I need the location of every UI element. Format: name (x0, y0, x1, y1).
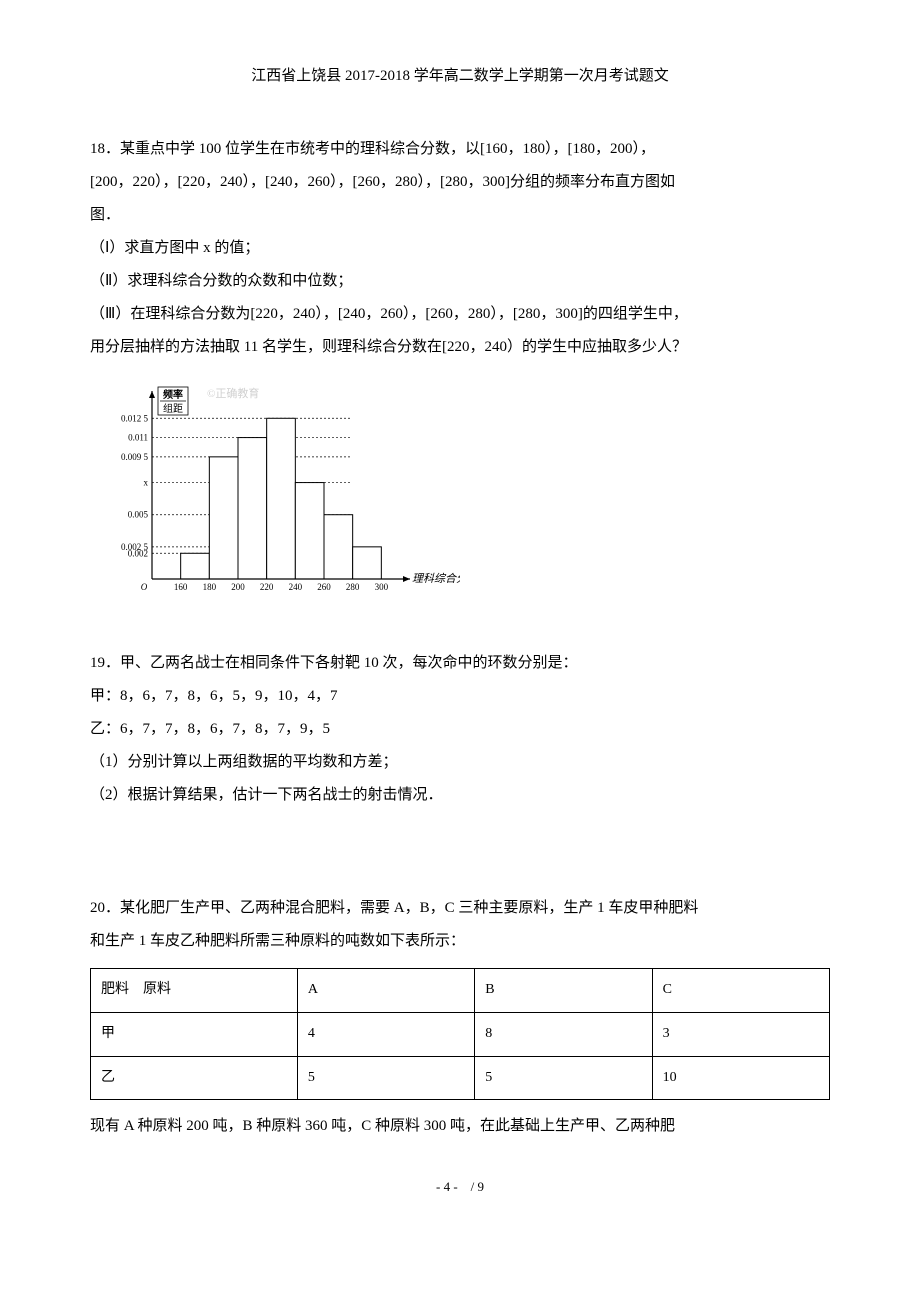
table-cell: 甲 (91, 1012, 298, 1056)
svg-text:频率: 频率 (163, 388, 183, 401)
svg-text:组距: 组距 (163, 402, 183, 415)
table-cell: 4 (297, 1012, 474, 1056)
table-header-cell: C (652, 969, 829, 1013)
table-cell: 10 (652, 1056, 829, 1100)
q18-line4: （Ⅰ）求直方图中 x 的值； (90, 232, 830, 265)
q18-line7: 用分层抽样的方法抽取 11 名学生，则理科综合分数在[220，240）的学生中应… (90, 331, 830, 364)
svg-text:O: O (141, 582, 148, 592)
q18-line2: [200，220），[220，240），[240，260），[260，280），… (90, 166, 830, 199)
svg-text:0.011: 0.011 (128, 433, 148, 443)
materials-table: 肥料 原料ABC甲483乙5510 (90, 968, 830, 1100)
table-header-cell: B (475, 969, 652, 1013)
q19-line5: （2）根据计算结果，估计一下两名战士的射击情况． (90, 779, 830, 812)
q18-line5: （Ⅱ）求理科综合分数的众数和中位数； (90, 265, 830, 298)
q19-line3: 乙：6，7，7，8，6，7，8，7，9，5 (90, 713, 830, 746)
q20-line3: 现有 A 种原料 200 吨，B 种原料 360 吨，C 种原料 300 吨，在… (90, 1110, 830, 1143)
svg-text:200: 200 (231, 582, 245, 592)
table-cell: 乙 (91, 1056, 298, 1100)
svg-text:220: 220 (260, 582, 274, 592)
table-header-cell: 肥料 原料 (91, 969, 298, 1013)
table-cell: 3 (652, 1012, 829, 1056)
q18-line1: 18．某重点中学 100 位学生在市统考中的理科综合分数，以[160，180），… (90, 133, 830, 166)
q18-line6: （Ⅲ）在理科综合分数为[220，240），[240，260），[260，280）… (90, 298, 830, 331)
spacer (90, 812, 830, 892)
svg-text:280: 280 (346, 582, 360, 592)
q18-line3: 图． (90, 199, 830, 232)
svg-text:160: 160 (174, 582, 188, 592)
svg-text:240: 240 (289, 582, 303, 592)
histogram-chart: 0.0020.002 50.005x0.009 50.0110.012 5160… (90, 379, 830, 622)
svg-text:0.009 5: 0.009 5 (121, 452, 149, 462)
table-cell: 8 (475, 1012, 652, 1056)
page-footer: - 4 - / 9 (90, 1173, 830, 1202)
svg-text:0.002 5: 0.002 5 (121, 542, 149, 552)
table-cell: 5 (297, 1056, 474, 1100)
table-header-cell: A (297, 969, 474, 1013)
q19-line4: （1）分别计算以上两组数据的平均数和方差； (90, 746, 830, 779)
table-row: 甲483 (91, 1012, 830, 1056)
histogram-svg: 0.0020.002 50.005x0.009 50.0110.012 5160… (90, 379, 460, 609)
table-cell: 5 (475, 1056, 652, 1100)
svg-text:180: 180 (203, 582, 217, 592)
q20-line2: 和生产 1 车皮乙种肥料所需三种原料的吨数如下表所示： (90, 925, 830, 958)
svg-text:x: x (144, 478, 149, 488)
svg-text:300: 300 (375, 582, 389, 592)
table-row: 乙5510 (91, 1056, 830, 1100)
q19-line2: 甲：8，6，7，8，6，5，9，10，4，7 (90, 680, 830, 713)
q19-line1: 19．甲、乙两名战士在相同条件下各射靶 10 次，每次命中的环数分别是： (90, 647, 830, 680)
svg-text:0.012 5: 0.012 5 (121, 413, 149, 423)
svg-text:理科综合分数: 理科综合分数 (412, 572, 460, 585)
svg-text:0.005: 0.005 (128, 510, 149, 520)
svg-text:©正确教育: ©正确教育 (207, 386, 259, 400)
q20-line1: 20．某化肥厂生产甲、乙两种混合肥料，需要 A，B，C 三种主要原料，生产 1 … (90, 892, 830, 925)
svg-text:260: 260 (317, 582, 331, 592)
page-header-title: 江西省上饶县 2017-2018 学年高二数学上学期第一次月考试题文 (90, 60, 830, 93)
